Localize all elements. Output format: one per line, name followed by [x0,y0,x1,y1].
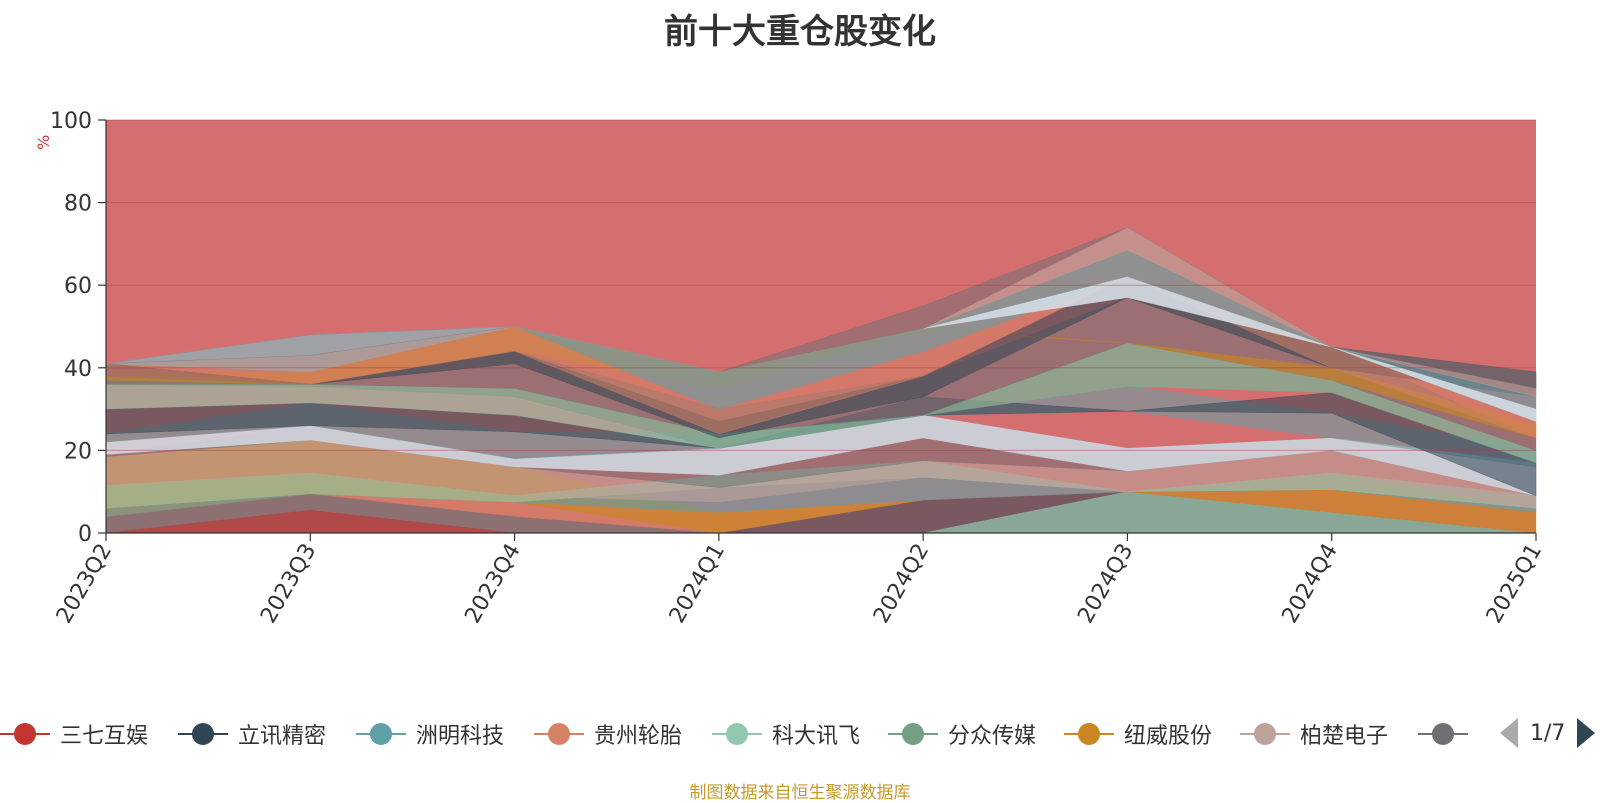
x-tick-label: 2023Q2 [52,540,117,628]
legend-label: 分众传媒 [948,724,1037,749]
x-tick-label: 2024Q1 [665,540,730,628]
pager-text: 1/7 [1530,720,1566,746]
legend-circle-icon [0,722,50,746]
legend-item[interactable]: 分众传媒 [888,712,1036,756]
x-tick-label: 2023Q3 [256,540,321,628]
legend-circle-icon [712,722,762,746]
legend-circle-icon [178,722,228,746]
x-tick-label: 2024Q2 [869,540,934,628]
source-note: 制图数据来自恒生聚源数据库 [689,783,911,803]
legend-label: 柏楚电子 [1300,724,1389,749]
legend-item[interactable]: 三七互娱 [0,712,148,756]
legend-circle-icon [1418,722,1468,746]
series-areas [105,227,1537,534]
chart-title: 前十大重仓股变化 [664,12,936,52]
legend-circle-icon [888,722,938,746]
legend-pager: 1/7 [1500,718,1596,748]
y-tick-label: 0 [78,522,92,547]
y-axis-unit: % [34,134,53,150]
legend-label: 纽威股份 [1124,724,1213,749]
legend-label: 贵州轮胎 [594,724,683,749]
legend-item[interactable]: 科大讯飞 [712,712,860,756]
legend-item[interactable]: I [1418,712,1480,756]
legend: 三七互娱 立讯精密 洲明科技 贵州轮胎 科大讯飞 分众传媒 纽威股份 柏楚电子 I [0,712,1480,756]
grid-lines [106,119,1536,451]
legend-item[interactable]: 洲明科技 [356,712,504,756]
legend-circle-icon [1240,722,1290,746]
pager-next-icon[interactable] [1577,718,1596,748]
pager-prev-icon[interactable] [1500,718,1518,748]
x-tick-label: 2024Q3 [1073,540,1138,628]
legend-label: I [1478,722,1480,747]
legend-circle-icon [356,722,406,746]
legend-item[interactable]: 柏楚电子 [1240,712,1388,756]
legend-item[interactable]: 立讯精密 [178,712,326,756]
y-tick-label: 80 [64,192,92,217]
x-tick-label: 2024Q4 [1278,540,1343,628]
legend-label: 洲明科技 [416,724,505,749]
y-tick-label: 60 [64,274,92,299]
legend-label: 三七互娱 [60,724,149,749]
legend-item[interactable]: 纽威股份 [1064,712,1212,756]
legend-label: 科大讯飞 [772,724,861,749]
x-tick-label: 2025Q1 [1482,540,1547,628]
area-band-22 [105,227,1537,389]
legend-circle-icon [534,722,584,746]
legend-label: 立讯精密 [238,724,327,749]
y-tick-label: 40 [64,357,92,382]
y-tick-label: 20 [64,439,92,464]
y-tick-label: 100 [50,109,92,134]
legend-circle-icon [1064,722,1114,746]
x-tick-label: 2023Q4 [460,540,525,628]
legend-item[interactable]: 贵州轮胎 [534,712,682,756]
